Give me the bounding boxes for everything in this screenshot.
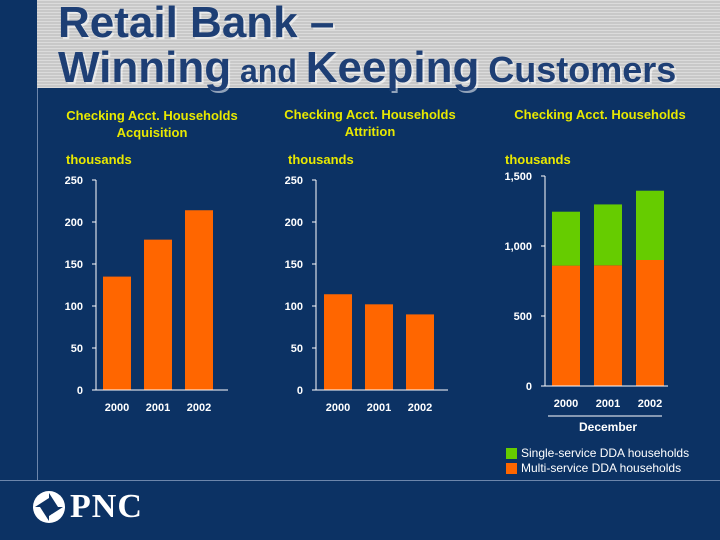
- slide-title-line1: Retail Bank –: [58, 0, 335, 47]
- y-tick-label-acquisition-100: 100: [65, 301, 83, 313]
- bar-attrition-2002: [406, 314, 434, 390]
- legend-swatch-single-service: [506, 448, 517, 459]
- chart-households-unit: thousands: [505, 152, 571, 167]
- pnc-logo-text: PNC: [70, 488, 143, 525]
- legend-label-multi-service: Multi-service DDA households: [521, 461, 682, 475]
- y-tick-label-households-0: 0: [526, 381, 532, 393]
- chart-acquisition-title: Checking Acct. Households Acquisition: [48, 107, 256, 141]
- x-tick-label-acquisition-2001: 2001: [146, 402, 170, 414]
- y-tick-label-acquisition-250: 250: [65, 175, 83, 187]
- x-tick-label-acquisition-2002: 2002: [187, 402, 211, 414]
- y-tick-label-acquisition-0: 0: [77, 385, 83, 397]
- bar-acquisition-2001: [144, 239, 172, 390]
- bar-households-single-service-2001: [594, 204, 622, 266]
- slide-title-and: and: [240, 53, 297, 89]
- y-tick-label-attrition-100: 100: [285, 301, 303, 313]
- x-tick-label-attrition-2001: 2001: [367, 402, 391, 414]
- legend-label-single-service: Single-service DDA households: [521, 446, 690, 460]
- x-axis-label-households: December: [579, 420, 637, 434]
- bottom-divider: [0, 480, 720, 481]
- y-tick-label-acquisition-150: 150: [65, 259, 83, 271]
- y-tick-label-attrition-150: 150: [285, 259, 303, 271]
- slide-title: Retail Bank – Winning and Keeping Custom…: [58, 0, 677, 92]
- x-tick-label-attrition-2002: 2002: [408, 402, 432, 414]
- slide-title-keeping: Keeping: [305, 43, 480, 92]
- pnc-logo: PNC ™: [32, 488, 142, 526]
- chart-attrition-title-line2: Attrition: [344, 124, 396, 139]
- chart-households-title-line1: Checking Acct. Households: [514, 107, 686, 122]
- y-tick-label-households-1000: 1,000: [504, 241, 532, 253]
- x-tick-label-households-2001: 2001: [596, 398, 620, 410]
- x-tick-label-households-2002: 2002: [638, 398, 662, 410]
- bar-households-multi-service-2000: [552, 265, 580, 386]
- y-tick-label-attrition-50: 50: [291, 343, 303, 355]
- y-tick-label-attrition-250: 250: [285, 175, 303, 187]
- chart-acquisition-title-line2: Acquisition: [116, 125, 188, 140]
- bar-acquisition-2002: [185, 210, 213, 390]
- bar-households-single-service-2002: [636, 190, 664, 260]
- left-divider: [37, 88, 38, 480]
- bar-households-single-service-2000: [552, 211, 580, 266]
- slide-title-customers: Customers: [488, 49, 677, 90]
- chart-attrition-title-line1: Checking Acct. Households: [284, 107, 456, 122]
- bar-acquisition-2000: [103, 276, 131, 390]
- y-tick-label-households-1500: 1,500: [504, 171, 532, 183]
- x-tick-label-attrition-2000: 2000: [326, 402, 350, 414]
- legend-item-multi-service: Multi-service DDA households: [506, 461, 689, 476]
- pnc-logo-trademark: ™: [50, 514, 57, 520]
- y-tick-label-attrition-0: 0: [297, 385, 303, 397]
- y-tick-label-attrition-200: 200: [285, 217, 303, 229]
- chart-acquisition-title-line1: Checking Acct. Households: [66, 108, 238, 123]
- x-tick-label-households-2000: 2000: [554, 398, 578, 410]
- title-banner: [0, 0, 720, 88]
- bar-households-multi-service-2001: [594, 265, 622, 386]
- legend: Single-service DDA households Multi-serv…: [506, 446, 689, 476]
- x-tick-label-acquisition-2000: 2000: [105, 402, 129, 414]
- chart-attrition-unit: thousands: [288, 152, 354, 167]
- bar-attrition-2000: [324, 294, 352, 390]
- slide-title-winning: Winning: [58, 43, 232, 92]
- chart-attrition-title: Checking Acct. Households Attrition: [266, 106, 474, 140]
- y-tick-label-acquisition-50: 50: [71, 343, 83, 355]
- legend-swatch-multi-service: [506, 463, 517, 474]
- pnc-logo-icon: [33, 491, 65, 523]
- y-tick-label-households-500: 500: [514, 311, 532, 323]
- bar-attrition-2001: [365, 304, 393, 390]
- title-banner-accent: [0, 0, 37, 88]
- y-tick-label-acquisition-200: 200: [65, 217, 83, 229]
- bar-households-multi-service-2002: [636, 260, 664, 386]
- legend-item-single-service: Single-service DDA households: [506, 446, 689, 461]
- chart-households-title: Checking Acct. Households: [496, 106, 704, 123]
- chart-acquisition-unit: thousands: [66, 152, 132, 167]
